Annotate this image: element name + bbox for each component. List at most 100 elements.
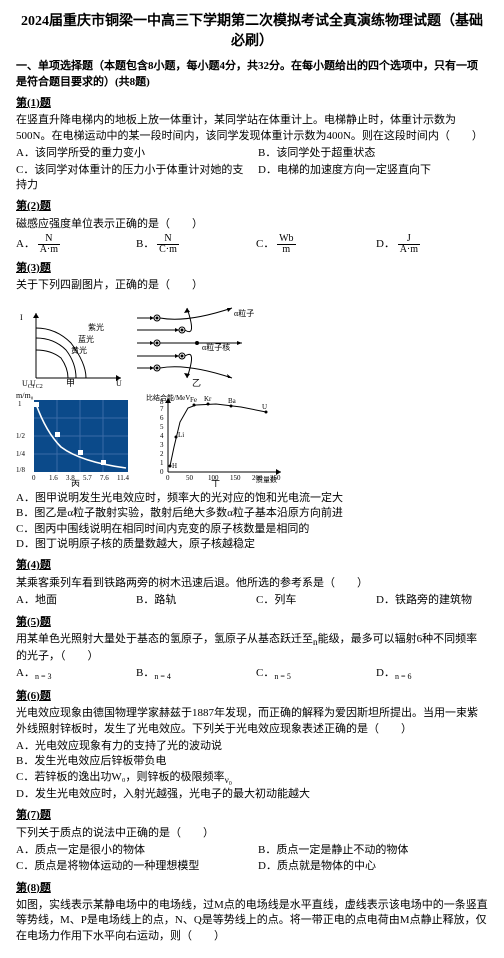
svg-text:甲: 甲 (66, 378, 75, 388)
svg-text:Fe: Fe (190, 396, 197, 404)
q7-opt-b: B．质点一定是静止不动的物体 (258, 843, 488, 858)
q3-label: 第(3)题 (16, 261, 488, 276)
q3-figs-row2: 1 1/2 1/4 1/8 m/m₀ 0 1.6 3.8 5.7 7.6 11.… (16, 392, 488, 487)
svg-text:乙: 乙 (192, 378, 201, 388)
q2-opt-c: C． Wbm (256, 234, 368, 255)
q3-fig-jia: I U 紫光 蓝光 黄光 UC1 UC2 甲 (16, 308, 126, 388)
q3-opt-d: D．图丁说明原子核的质量数越大，原子核越稳定 (16, 537, 488, 552)
q4-opt-a: A．地面 (16, 593, 128, 608)
q5-label: 第(5)题 (16, 615, 488, 630)
svg-text:蓝光: 蓝光 (78, 334, 94, 344)
svg-text:11.4: 11.4 (117, 474, 129, 482)
q7-body: 下列关于质点的说法中正确的是（ ） (16, 826, 488, 841)
svg-text:0: 0 (160, 468, 164, 476)
svg-text:5.7: 5.7 (83, 474, 92, 482)
q6-opt-b: B．发生光电效应后锌板带负电 (16, 754, 488, 769)
q4-opt-b: B．路轨 (136, 593, 248, 608)
q3-options: A．图甲说明发生光电效应时，频率大的光对应的饱和光电流一定大 B．图乙是α粒子散… (16, 491, 488, 553)
svg-text:丙: 丙 (71, 479, 80, 487)
svg-text:比结合能/MeV: 比结合能/MeV (146, 393, 190, 402)
svg-text:U: U (116, 379, 122, 388)
svg-text:1.6: 1.6 (49, 474, 58, 482)
svg-text:3: 3 (160, 441, 164, 449)
svg-text:黄光: 黄光 (71, 345, 87, 355)
q4-label: 第(4)题 (16, 558, 488, 573)
q1-opt-b: B．该同学处于超重状态 (258, 146, 488, 161)
q4-opt-c: C．列车 (256, 593, 368, 608)
q6-opt-a: A．光电效应现象有力的支持了光的波动说 (16, 739, 488, 754)
q1-opt-d: D．电梯的加速度方向一定竖直向下 (258, 163, 488, 194)
q3-opt-b: B．图乙是α粒子散射实验，散射后绝大多数α粒子基本沿原方向前进 (16, 506, 488, 521)
q7-opt-c: C．质点是将物体运动的一种理想模型 (16, 859, 246, 874)
svg-text:7.6: 7.6 (100, 474, 109, 482)
q1-opt-a: A．该同学所受的重力变小 (16, 146, 246, 161)
svg-text:2: 2 (160, 450, 164, 458)
svg-text:Ba: Ba (228, 397, 237, 405)
svg-text:0: 0 (166, 474, 170, 482)
svg-text:200: 200 (252, 474, 263, 482)
svg-text:U: U (262, 403, 267, 411)
section-heading: 一、单项选择题（本题包含8小题，每小题4分，共32分。在每小题给出的四个选项中，… (16, 59, 488, 90)
svg-text:m/m₀: m/m₀ (16, 392, 34, 400)
q1-label: 第(1)题 (16, 96, 488, 111)
q2-opt-d: D． JA·m (376, 234, 488, 255)
svg-text:1: 1 (18, 400, 22, 408)
q7-label: 第(7)题 (16, 808, 488, 823)
svg-text:α粒子核: α粒子核 (202, 342, 230, 352)
svg-text:Kr: Kr (204, 395, 212, 403)
svg-text:6: 6 (160, 414, 164, 422)
q6-label: 第(6)题 (16, 689, 488, 704)
q6-options: A．光电效应现象有力的支持了光的波动说 B．发生光电效应后锌板带负电 C．若锌板… (16, 739, 488, 802)
q7-opt-d: D．质点就是物体的中心 (258, 859, 488, 874)
q5-opt-b: B．n = 4 (136, 666, 248, 682)
q4-options: A．地面 B．路轨 C．列车 D．铁路旁的建筑物 (16, 593, 488, 608)
svg-text:8: 8 (160, 398, 164, 406)
q2-opt-a: A． NA·m (16, 234, 128, 255)
svg-text:250: 250 (270, 474, 281, 482)
q7-opt-a: A．质点一定是很小的物体 (16, 843, 246, 858)
q3-opt-a: A．图甲说明发生光电效应时，频率大的光对应的饱和光电流一定大 (16, 491, 488, 506)
svg-text:1/2: 1/2 (16, 432, 25, 440)
svg-text:1: 1 (160, 459, 164, 467)
svg-text:紫光: 紫光 (88, 322, 104, 332)
q5-opt-a: A．n = 3 (16, 666, 128, 682)
svg-text:丁: 丁 (211, 479, 220, 487)
q5-opt-c: C．n = 5 (256, 666, 368, 682)
q6-opt-c: C．若锌板的逸出功W₀，则锌板的极限频率ν₀ (16, 770, 488, 787)
svg-text:4: 4 (160, 432, 164, 440)
svg-text:7: 7 (160, 405, 164, 413)
q6-body: 光电效应现象由德国物理学家赫兹于1887年发现，而正确的解释为爱因斯坦所提出。当… (16, 706, 488, 737)
svg-text:α粒子: α粒子 (234, 308, 254, 318)
svg-text:50: 50 (186, 474, 194, 482)
q1-options: A．该同学所受的重力变小 B．该同学处于超重状态 C．该同学对体重计的压力小于体… (16, 146, 488, 193)
q8-body: 如图，实线表示某静电场中的电场线，过M点的电场线是水平直线，虚线表示该电场中的一… (16, 898, 488, 944)
q2-options: A． NA·m B． NC·m C． Wbm D． JA·m (16, 234, 488, 255)
q1-opt-c: C．该同学对体重计的压力小于体重计对她的支持力 (16, 163, 246, 194)
q2-body: 磁感应强度单位表示正确的是（ ） (16, 217, 488, 232)
q1-body: 在竖直升降电梯内的地板上放一体重计，某同学站在体重计上。电梯静止时，体重计示数为… (16, 113, 488, 144)
q3-fig-ding: 比结合能/MeV 质量数 0 1 2 3 4 5 6 7 8 0 50 100 … (146, 392, 286, 487)
svg-text:UC2: UC2 (30, 379, 43, 388)
svg-text:I: I (20, 313, 23, 322)
svg-text:Li: Li (178, 431, 184, 439)
svg-text:H: H (172, 462, 177, 470)
q8-label: 第(8)题 (16, 881, 488, 896)
svg-text:5: 5 (160, 423, 164, 431)
page-title: 2024届重庆市铜梁一中高三下学期第二次模拟考试全真演练物理试题（基础必刷） (16, 12, 488, 51)
q3-opt-c: C．图丙中围线说明在相同时间内克变的原子核数量是相同的 (16, 522, 488, 537)
q3-fig-bing: 1 1/2 1/4 1/8 m/m₀ 0 1.6 3.8 5.7 7.6 11.… (16, 392, 136, 487)
q5-body: 用某单色光照射大量处于基态的氢原子，氢原子从基态跃迁至n能级，最多可以辐射6种不… (16, 632, 488, 664)
q3-fig-yi: α粒子 α粒子核 乙 (132, 298, 262, 388)
q4-opt-d: D．铁路旁的建筑物 (376, 593, 488, 608)
q6-opt-d: D．发生光电效应时，入射光越强，光电子的最大初动能越大 (16, 787, 488, 802)
svg-text:150: 150 (230, 474, 241, 482)
q3-body: 关于下列四副图片，正确的是（ ） (16, 278, 488, 293)
q3-figs-row1: I U 紫光 蓝光 黄光 UC1 UC2 甲 α粒子 α粒子核 乙 (16, 298, 488, 388)
q2-label: 第(2)题 (16, 199, 488, 214)
q5-opt-d: D．n = 6 (376, 666, 488, 682)
q2-opt-b: B． NC·m (136, 234, 248, 255)
svg-text:0: 0 (32, 474, 36, 482)
q4-body: 某乘客乘列车看到铁路两旁的树木迅速后退。他所选的参考系是（ ） (16, 576, 488, 591)
q5-options: A．n = 3 B．n = 4 C．n = 5 D．n = 6 (16, 666, 488, 682)
q7-options: A．质点一定是很小的物体 B．质点一定是静止不动的物体 C．质点是将物体运动的一… (16, 843, 488, 875)
